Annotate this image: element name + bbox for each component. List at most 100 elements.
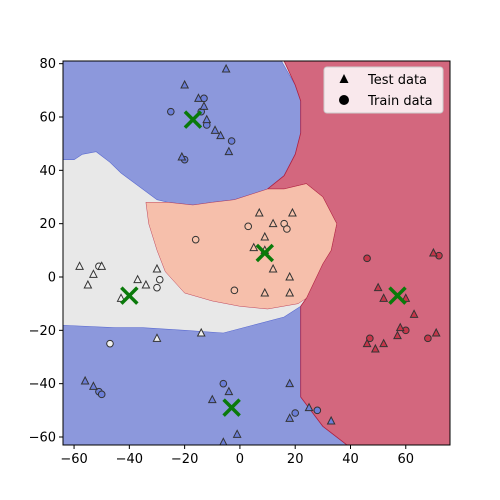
y-tick-label: 80 <box>39 57 56 72</box>
test-point <box>202 114 212 124</box>
train-point <box>313 406 322 415</box>
legend: Test data Train data <box>323 66 444 114</box>
x-tick-label: 40 <box>342 452 359 467</box>
test-point <box>268 218 278 228</box>
test-point <box>133 274 143 284</box>
test-point <box>116 293 126 302</box>
test-point <box>249 242 259 252</box>
test-point <box>304 402 314 412</box>
test-point <box>224 146 234 156</box>
x-tick-label: −40 <box>116 452 143 467</box>
test-point <box>210 125 220 134</box>
x-tick-label: 0 <box>236 452 244 467</box>
train-point <box>106 339 114 348</box>
test-point <box>88 269 98 278</box>
centroid-stroke <box>183 110 203 129</box>
test-point <box>141 279 151 289</box>
decision-regions <box>63 61 450 445</box>
test-point <box>221 63 231 73</box>
test-point <box>152 263 162 273</box>
region-bottom-cluster <box>63 305 348 445</box>
test-point <box>194 93 203 102</box>
train-point <box>155 275 164 284</box>
train-point <box>230 286 239 295</box>
x-tick-label: 20 <box>287 452 304 467</box>
test-point <box>219 437 228 445</box>
x-tick-label: 60 <box>397 452 414 467</box>
train-point <box>283 225 291 233</box>
test-point <box>216 130 225 140</box>
test-point <box>260 231 270 241</box>
test-point <box>362 338 372 348</box>
test-point <box>379 338 389 348</box>
centroid-marker <box>388 286 407 305</box>
y-tick-label: 40 <box>39 164 56 179</box>
y-tick-label: −60 <box>29 431 56 446</box>
centroid-stroke <box>255 243 275 263</box>
data-points <box>75 63 443 445</box>
test-point <box>196 327 206 337</box>
x-tick-label: −20 <box>171 452 198 467</box>
y-tick-label: −40 <box>29 377 56 392</box>
legend-label: Test data <box>367 73 427 88</box>
centroid-markers <box>120 110 407 417</box>
test-point <box>97 261 107 270</box>
test-point <box>395 322 405 332</box>
test-point <box>288 207 297 217</box>
train-point <box>291 409 300 417</box>
centroid-stroke <box>120 286 139 305</box>
test-point <box>75 261 85 270</box>
train-point <box>97 390 106 399</box>
test-point <box>285 378 295 388</box>
x-tick-label: −60 <box>60 452 87 467</box>
y-tick-label: 60 <box>39 111 56 126</box>
test-point <box>254 207 264 217</box>
test-point <box>285 413 295 422</box>
legend-label: Train data <box>367 94 433 109</box>
test-point <box>326 415 336 425</box>
legend-circle-icon <box>339 95 349 105</box>
train-point <box>227 137 236 145</box>
train-point <box>191 235 200 244</box>
test-point <box>83 279 93 289</box>
test-point <box>428 247 438 257</box>
y-tick-label: −20 <box>29 324 56 339</box>
plot-frame <box>62 60 451 446</box>
train-point <box>244 222 253 231</box>
test-point <box>431 327 441 337</box>
centroid-marker <box>183 110 203 129</box>
y-axis: −60 −40 −20 0 20 40 60 80 <box>29 57 63 446</box>
train-point <box>424 334 432 343</box>
test-point <box>373 282 383 292</box>
test-point <box>199 101 209 110</box>
test-point <box>409 309 419 318</box>
centroid-stroke <box>388 286 407 305</box>
test-point <box>224 386 234 396</box>
test-point <box>285 287 295 297</box>
train-point <box>219 379 228 388</box>
legend-triangle-icon <box>339 74 349 83</box>
legend-box <box>323 66 444 114</box>
y-tick-label: 0 <box>48 271 56 286</box>
test-point <box>152 333 162 342</box>
x-axis: −60 −40 −20 0 20 40 60 <box>60 445 414 467</box>
centroid-stroke <box>222 398 241 417</box>
test-point <box>180 79 190 89</box>
test-point <box>379 293 389 302</box>
centroid-marker <box>120 286 139 305</box>
test-point <box>393 330 402 340</box>
train-point <box>363 254 371 263</box>
centroid-marker <box>222 398 241 417</box>
test-point <box>232 429 242 438</box>
test-point <box>401 293 411 302</box>
train-point <box>153 283 161 292</box>
test-point <box>285 271 295 281</box>
test-point <box>260 287 270 297</box>
test-point <box>268 263 278 273</box>
test-point <box>80 375 90 385</box>
test-point <box>207 394 217 404</box>
train-point <box>167 107 175 116</box>
test-point <box>88 381 98 390</box>
centroid-marker <box>255 243 275 263</box>
